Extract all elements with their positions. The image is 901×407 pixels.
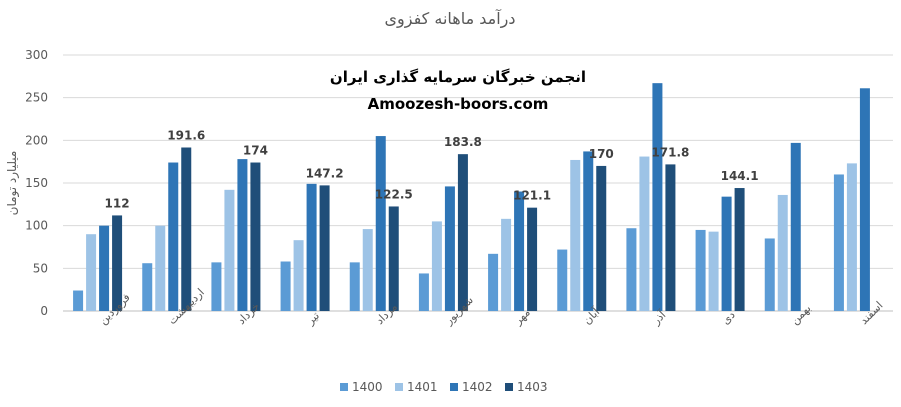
y-tick-label: 100 — [25, 219, 48, 233]
bar-1402-12 — [859, 88, 870, 311]
bar-1403-10 — [734, 188, 745, 311]
y-axis-ticks: 0 50 100 150 200 250 300 — [25, 48, 48, 318]
legend-label: 1401 — [407, 380, 438, 394]
bar-1402-5 — [375, 136, 386, 311]
bar-1402-2 — [168, 162, 179, 311]
bar-1402-9 — [652, 83, 663, 311]
bar-1401-5 — [362, 229, 373, 311]
bar-1402-1 — [99, 225, 110, 311]
bar-1401-8 — [570, 159, 581, 311]
y-tick-label: 250 — [25, 91, 48, 105]
bar-1401-12 — [846, 163, 857, 311]
data-label: 122.5 — [375, 187, 413, 201]
bar-1402-4 — [306, 183, 317, 311]
bar-1403-4 — [319, 185, 330, 311]
bar-1403-3 — [250, 162, 261, 311]
bar-1400-3 — [211, 262, 222, 311]
bar-1403-9 — [665, 164, 676, 311]
bars — [73, 83, 870, 311]
bar-1400-10 — [695, 229, 706, 311]
data-label: 170 — [589, 147, 614, 161]
bar-1400-1 — [73, 290, 84, 311]
bar-1403-5 — [388, 206, 399, 311]
bar-1400-11 — [764, 238, 775, 311]
bar-1403-7 — [527, 207, 538, 311]
bar-1400-9 — [626, 228, 637, 311]
bar-1402-7 — [514, 191, 525, 311]
y-tick-label: 0 — [40, 304, 48, 318]
bar-1401-6 — [431, 221, 442, 311]
bar-1401-10 — [708, 231, 719, 311]
legend-swatch — [450, 383, 458, 391]
legend-swatch — [505, 383, 513, 391]
bar-1402-3 — [237, 159, 248, 311]
bar-1400-2 — [142, 263, 153, 311]
chart-title: درآمد ماهانه کفزوی — [384, 9, 515, 29]
bar-1402-10 — [721, 196, 732, 311]
bar-1402-6 — [444, 186, 455, 311]
legend-label: 1403 — [517, 380, 548, 394]
bar-1400-5 — [349, 262, 360, 311]
data-label: 191.6 — [167, 129, 205, 143]
watermark-line-2: Amoozesh-boors.com — [368, 95, 549, 113]
data-label: 171.8 — [651, 145, 689, 159]
bar-1400-7 — [488, 253, 499, 311]
legend-label: 1402 — [462, 380, 493, 394]
gridlines — [63, 54, 893, 312]
bar-1403-8 — [596, 165, 607, 311]
legend-swatch — [340, 383, 348, 391]
bar-1401-7 — [501, 218, 512, 311]
data-label: 112 — [105, 196, 130, 210]
y-tick-label: 150 — [25, 176, 48, 190]
y-tick-label: 50 — [33, 261, 48, 275]
bar-1401-3 — [224, 189, 235, 311]
bar-1401-4 — [293, 240, 304, 311]
bar-1402-8 — [583, 151, 594, 311]
data-labels: 112 191.6 174 147.2 122.5 183.8 121.1 170 171.8 1… — [105, 129, 759, 211]
y-axis-label: میلیارد تومان — [5, 151, 20, 216]
bar-1402-11 — [790, 142, 801, 311]
data-label: 121.1 — [513, 189, 551, 203]
legend-label: 1400 — [352, 380, 383, 394]
bar-1403-1 — [112, 215, 123, 311]
category-label: تیر — [303, 309, 322, 328]
bar-1403-6 — [457, 154, 468, 311]
bar-1401-1 — [86, 234, 97, 311]
data-label: 183.8 — [444, 135, 482, 149]
bar-1400-12 — [833, 174, 844, 311]
bar-1401-9 — [639, 156, 650, 311]
legend: 1400 1401 1402 1403 — [340, 380, 548, 394]
bar-1400-6 — [418, 273, 429, 311]
bar-1403-2 — [181, 147, 192, 311]
legend-swatch — [395, 383, 403, 391]
data-label: 174 — [243, 144, 268, 158]
bar-1400-8 — [557, 249, 568, 311]
y-tick-label: 200 — [25, 133, 48, 147]
bar-1400-4 — [280, 261, 291, 311]
data-label: 144.1 — [721, 169, 759, 183]
bar-1401-2 — [155, 225, 166, 311]
data-label: 147.2 — [306, 166, 344, 180]
bar-1401-11 — [777, 194, 788, 311]
y-tick-label: 300 — [25, 48, 48, 62]
watermark-line-1: انجمن خبرگان سرمایه گذاری ایران — [330, 68, 586, 86]
